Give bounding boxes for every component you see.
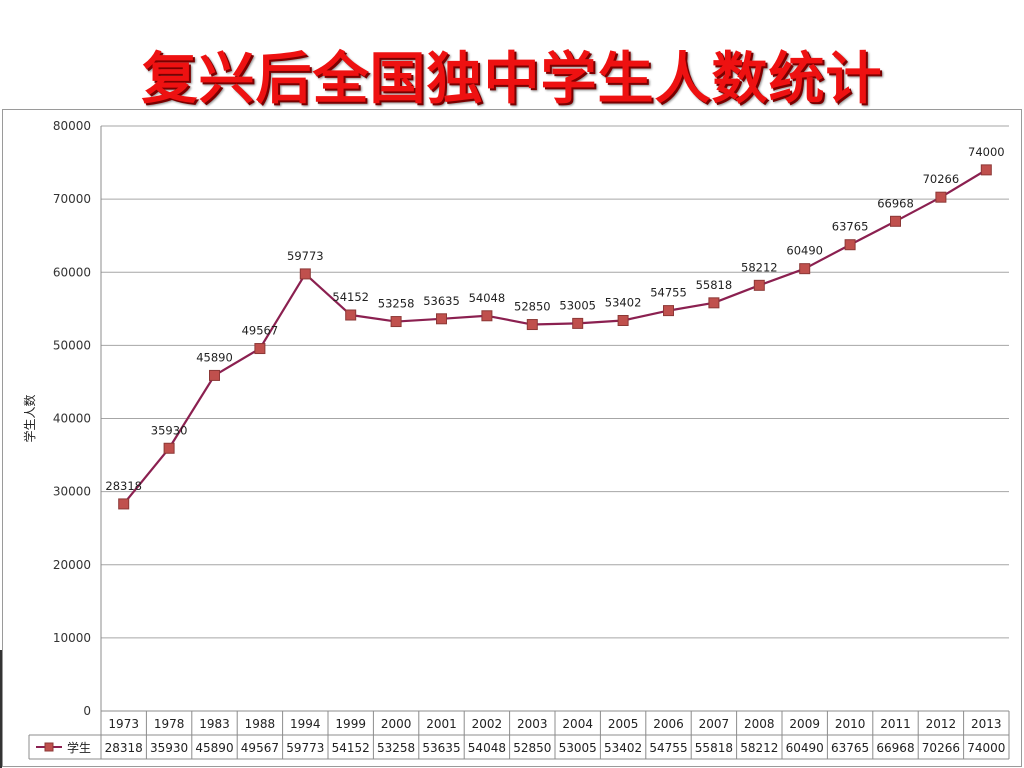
data-point	[436, 313, 447, 325]
data-point	[299, 268, 311, 280]
data-label: 28318	[105, 479, 142, 493]
x-tick-label: 2004	[562, 717, 593, 731]
data-point	[663, 305, 674, 317]
data-label: 45890	[196, 350, 233, 364]
data-point	[254, 343, 266, 355]
data-point	[118, 498, 130, 510]
y-tick-label: 0	[83, 704, 91, 718]
data-label: 59773	[287, 249, 324, 263]
x-tick-label: 2013	[971, 717, 1002, 731]
x-tick-label: 2005	[608, 717, 639, 731]
data-label: 53258	[378, 297, 415, 311]
x-tick-label: 1983	[199, 717, 230, 731]
x-tick-label: 1978	[154, 717, 185, 731]
table-value: 28318	[105, 741, 143, 755]
data-point	[890, 215, 901, 227]
table-value: 54755	[649, 741, 687, 755]
y-axis-title: 学生人数	[22, 394, 37, 442]
legend-marker	[44, 742, 54, 752]
y-tick-label: 60000	[53, 265, 91, 279]
x-tick-label: 2001	[426, 717, 457, 731]
data-label: 52850	[514, 300, 551, 314]
table-value: 54152	[332, 741, 370, 755]
x-tick-label: 1988	[245, 717, 276, 731]
chart-frame: 0 10000 20000 30000 40000 50000 60000 70000 8000…	[2, 109, 1022, 767]
data-point	[617, 314, 629, 326]
data-point	[390, 316, 402, 328]
data-label: 70266	[923, 172, 960, 186]
table-value: 74000	[967, 741, 1005, 755]
data-point	[163, 442, 175, 454]
table-value: 54048	[468, 741, 506, 755]
table-value: 53005	[559, 741, 597, 755]
legend-label: 学生	[67, 740, 91, 755]
table-value: 66968	[876, 741, 914, 755]
data-label: 74000	[968, 145, 1005, 159]
data-label: 49567	[242, 324, 279, 338]
data-label: 53635	[423, 294, 460, 308]
y-tick-label: 20000	[53, 558, 91, 572]
x-tick-label: 1973	[108, 717, 139, 731]
y-tick-label: 50000	[53, 338, 91, 352]
data-label: 54152	[332, 290, 369, 304]
data-label: 53005	[559, 298, 596, 312]
data-point	[753, 279, 765, 291]
table-value: 60490	[786, 741, 824, 755]
data-point	[935, 191, 947, 203]
table-value: 53402	[604, 741, 642, 755]
x-tick-label: 1994	[290, 717, 321, 731]
data-point	[844, 239, 856, 251]
y-tick-label: 40000	[53, 412, 91, 426]
data-point	[572, 317, 584, 329]
data-label: 63765	[832, 220, 869, 234]
table-value: 35930	[150, 741, 188, 755]
data-label: 35930	[151, 423, 188, 437]
data-point	[481, 310, 493, 322]
data-label: 66968	[877, 196, 914, 210]
data-point	[980, 164, 992, 176]
x-tick-label: 2011	[880, 717, 911, 731]
data-label: 55818	[696, 278, 733, 292]
x-tick-label: 2009	[789, 717, 820, 731]
y-tick-label: 30000	[53, 485, 91, 499]
line-chart: 0 10000 20000 30000 40000 50000 60000 70000 8000…	[22, 119, 1010, 760]
y-tick-label: 80000	[53, 119, 91, 133]
y-tick-label: 10000	[53, 631, 91, 645]
x-tick-label: 2010	[835, 717, 866, 731]
data-label: 60490	[786, 244, 823, 258]
data-label: 58212	[741, 260, 778, 274]
data-point	[526, 319, 538, 331]
data-label: 54048	[469, 291, 506, 305]
table-value: 53258	[377, 741, 415, 755]
table-value: 58212	[740, 741, 778, 755]
x-tick-label: 2002	[472, 717, 503, 731]
x-tick-label: 2000	[381, 717, 412, 731]
table-value: 53635	[422, 741, 460, 755]
x-tick-label: 2007	[699, 717, 730, 731]
table-value: 45890	[195, 741, 233, 755]
window-edge	[0, 650, 2, 768]
table-value: 55818	[695, 741, 733, 755]
page-title: 复兴后全国独中学生人数统计	[141, 47, 883, 112]
data-label: 54755	[650, 286, 687, 300]
series-line	[122, 168, 987, 505]
data-point	[209, 369, 220, 381]
table-value: 63765	[831, 741, 869, 755]
table-value: 49567	[241, 741, 279, 755]
table-value: 52850	[513, 741, 551, 755]
data-point	[799, 263, 811, 275]
data-point	[345, 309, 357, 321]
x-tick-label: 2003	[517, 717, 548, 731]
x-tick-label: 2008	[744, 717, 775, 731]
x-tick-label: 2012	[926, 717, 957, 731]
y-tick-label: 70000	[53, 192, 91, 206]
x-tick-label: 1999	[335, 717, 366, 731]
table-value: 59773	[286, 741, 324, 755]
table-value: 70266	[922, 741, 960, 755]
data-label: 53402	[605, 295, 642, 309]
data-point	[708, 297, 720, 309]
x-tick-label: 2006	[653, 717, 684, 731]
